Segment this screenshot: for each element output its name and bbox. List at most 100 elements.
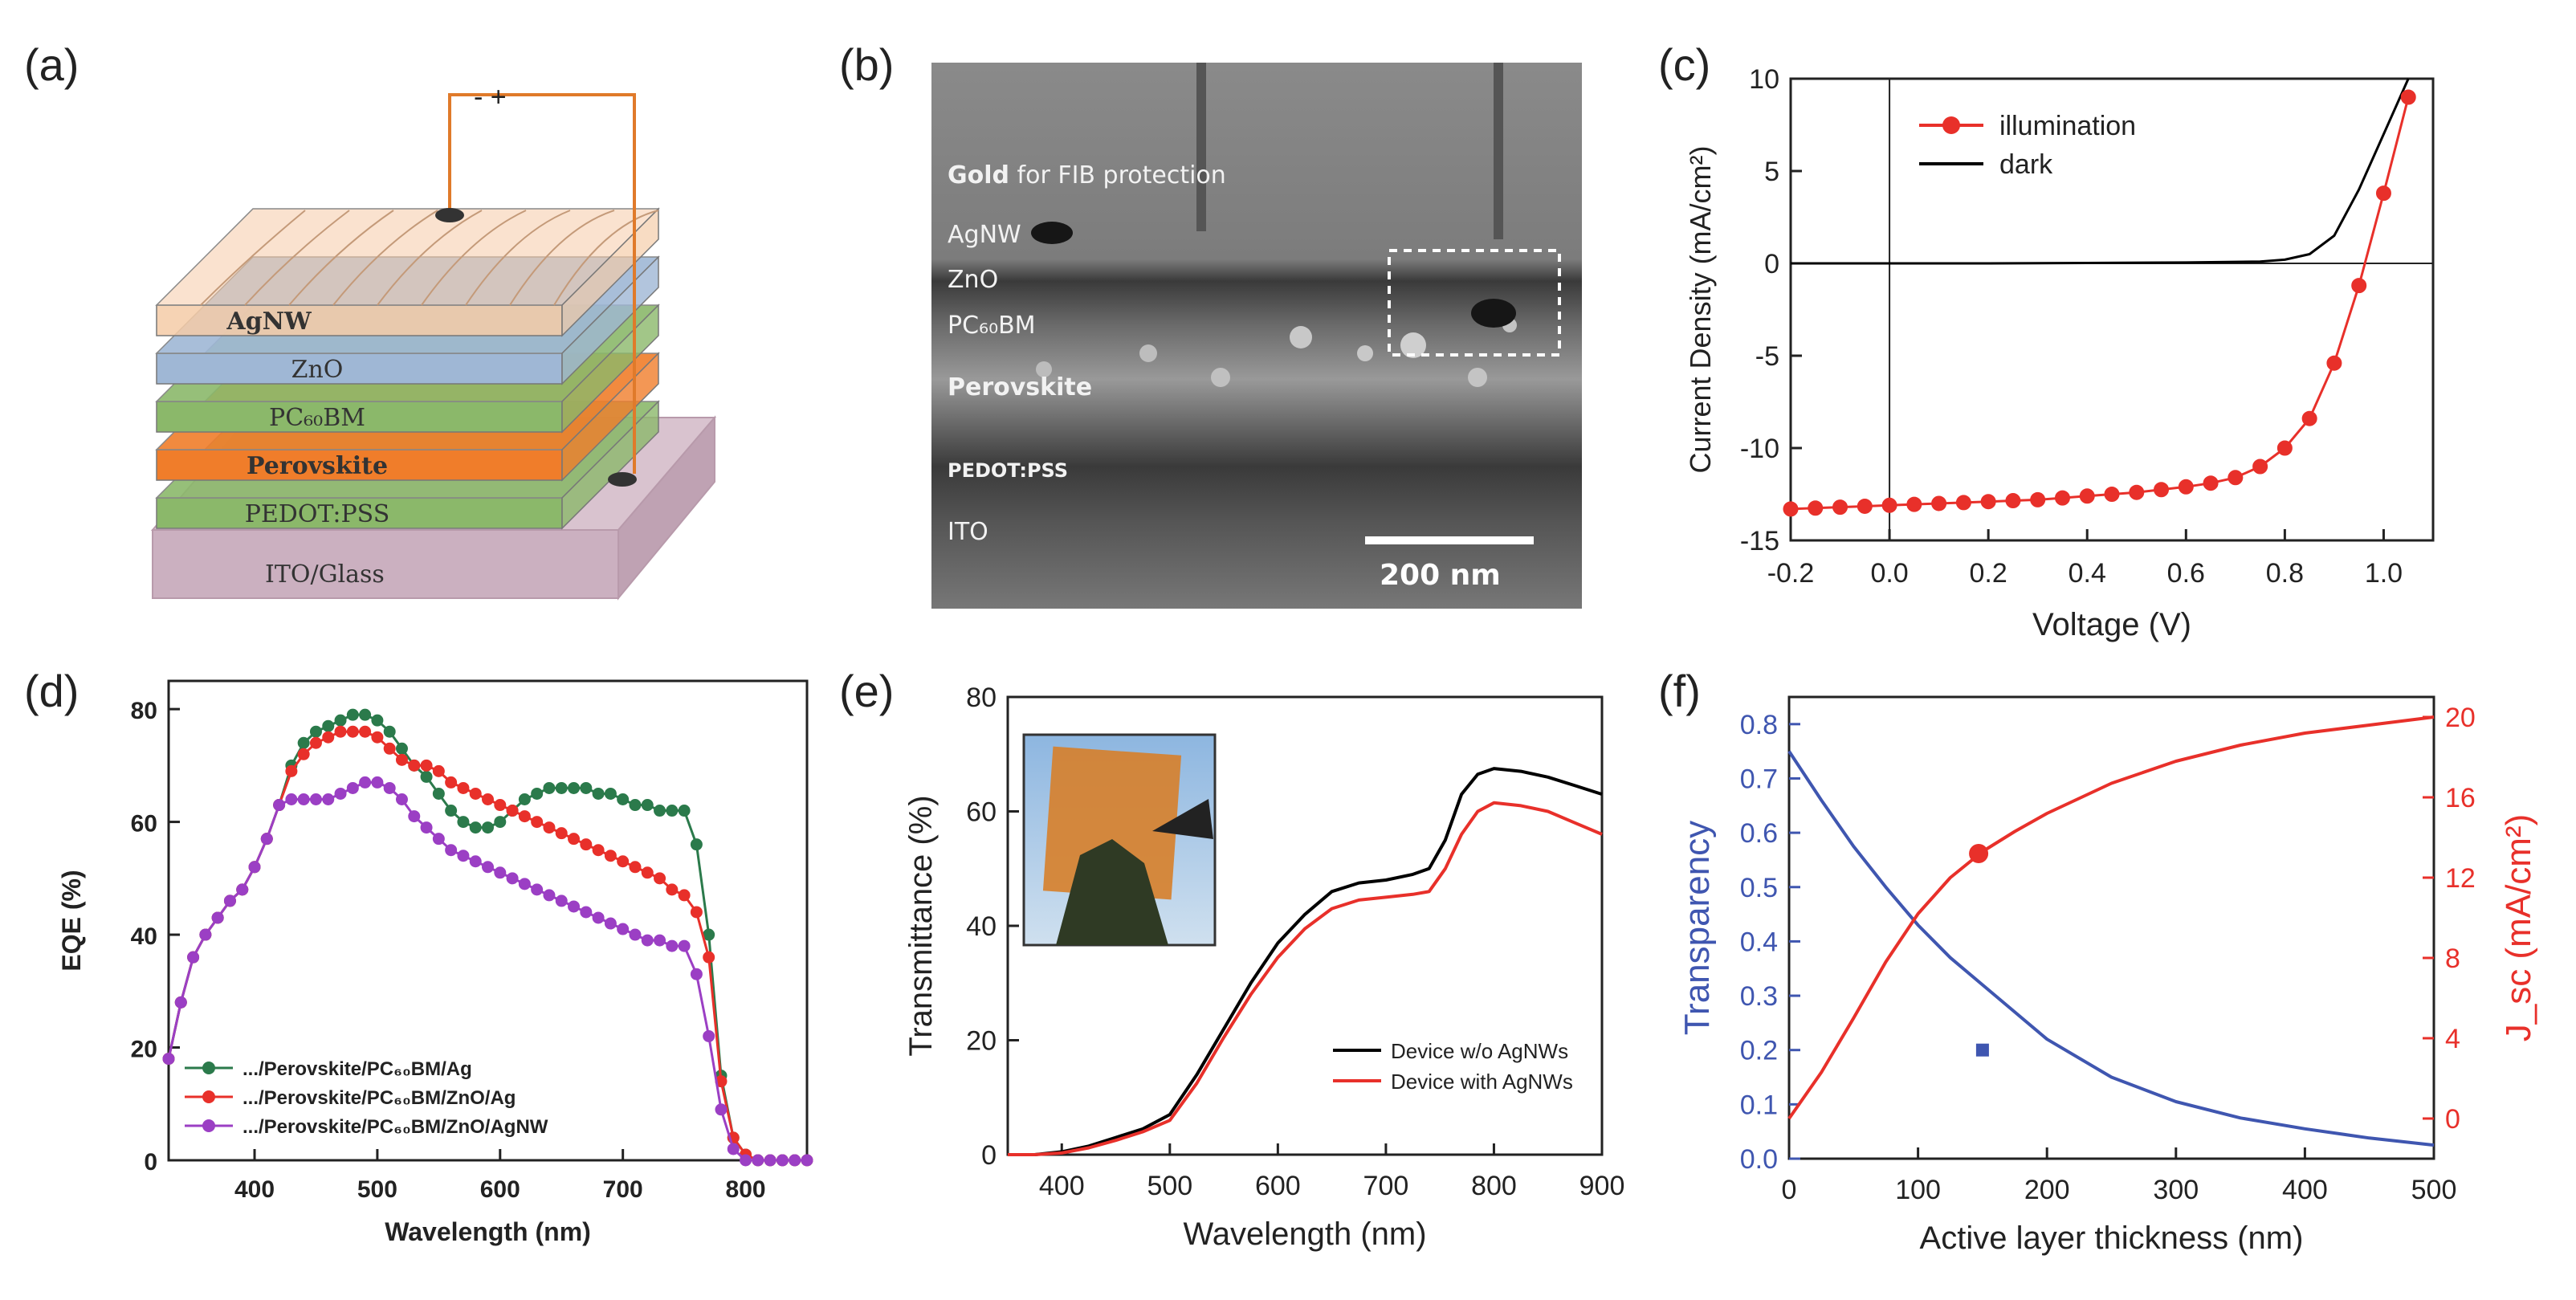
illumination-point: [1931, 495, 1947, 511]
series-point-0: [543, 781, 556, 794]
series-point-2: [555, 895, 568, 907]
series-point-2: [543, 889, 556, 902]
x-tick-label: 700: [603, 1176, 643, 1203]
illumination-point: [1832, 499, 1848, 516]
y-tick-label: 20: [2445, 703, 2476, 733]
illumination-point: [2326, 355, 2342, 371]
inset-holder: [1152, 799, 1213, 839]
illumination-point: [2178, 479, 2194, 495]
illumination-point: [1783, 501, 1799, 517]
series-point-2: [764, 1154, 776, 1167]
y-tick-label: 60: [966, 797, 997, 828]
series-point-2: [715, 1103, 728, 1116]
y-tick-label: 0.1: [1740, 1090, 1778, 1120]
bottom-contact: [608, 472, 637, 487]
nanowire: [200, 210, 306, 306]
series-point-2: [395, 793, 408, 805]
sem-layer-label: Gold for FIB protection: [948, 161, 1226, 189]
illumination-point: [2104, 487, 2120, 502]
series-dark: [1791, 78, 2410, 265]
series-illumination: [1790, 96, 2410, 511]
series-point-0: [568, 781, 581, 794]
series-point-1: [408, 759, 421, 772]
sem-word: for FIB protection: [1009, 161, 1226, 189]
panel-e: (e) 400 500 600 700 800 900 0 20 40 60 80 Wavelengt…: [839, 666, 1624, 1252]
plot-frame: [167, 679, 809, 1162]
series-point-2: [482, 861, 494, 874]
series-point-1: [395, 753, 408, 766]
series-point-2: [727, 1143, 740, 1155]
series-point-1: [531, 816, 544, 829]
y-tick-label: 0.5: [1740, 873, 1778, 903]
series-point-0: [395, 742, 408, 755]
series-point-2: [469, 855, 482, 868]
series-point-0: [469, 821, 482, 834]
series-point-0: [629, 799, 642, 812]
layer-front: [156, 304, 563, 336]
series-point-2: [801, 1154, 813, 1167]
y-tick-label: 80: [131, 698, 157, 724]
series-point-1: [359, 725, 372, 738]
x-axis-label: Voltage (V): [2032, 607, 2191, 642]
legend-marker: [202, 1090, 215, 1103]
series-point-2: [346, 781, 359, 794]
x-tick-label: 600: [1255, 1171, 1301, 1201]
y-tick-label: 80: [966, 683, 997, 713]
y-tick-label: 0.7: [1740, 764, 1778, 794]
series-point-0: [641, 799, 654, 812]
x-tick-label: 800: [1471, 1171, 1517, 1201]
y-tick-label: 40: [966, 911, 997, 942]
series-line-1: [1787, 715, 2435, 1120]
x-tick-label: 0.2: [1970, 558, 2007, 589]
series-point-2: [592, 911, 605, 924]
series-point-0: [432, 787, 445, 800]
series-point-1: [309, 736, 322, 749]
x-axis-label: Wavelength (nm): [1183, 1216, 1426, 1252]
series-line-0: [1787, 750, 2435, 1147]
sem-layer-label: ZnO: [948, 266, 998, 294]
nanowire: [509, 210, 615, 306]
series-point-1: [334, 725, 347, 738]
series-point-1: [580, 838, 593, 851]
x-axis-label: Active layer thickness (nm): [1920, 1221, 2304, 1256]
series-point-1: [654, 872, 666, 885]
series-point-0: [518, 793, 531, 805]
illumination-point: [2228, 470, 2244, 486]
nanowire: [421, 210, 527, 306]
y-tick-label: 0.0: [1740, 1144, 1778, 1175]
series-point-1: [346, 725, 359, 738]
series-point-1: [285, 764, 298, 777]
series-point-1: [469, 787, 482, 800]
series-point-2: [690, 968, 703, 980]
layer-ito-glass-front: [152, 529, 619, 599]
transparency-jsc-chart: 0 100 200 300 400 5000.00.10.20.30.40.50.60.7…: [1677, 695, 2538, 1256]
series-point-1: [518, 810, 531, 823]
panel-d-label: (d): [24, 666, 79, 716]
series-point-0: [555, 781, 568, 794]
layer-label: PEDOT:PSS: [245, 500, 390, 528]
illumination-point: [2276, 440, 2293, 456]
illumination-point: [2400, 89, 2416, 105]
panel-f-label: (f): [1658, 666, 1701, 716]
y-tick-label: 0.8: [1740, 710, 1778, 740]
legend-label: Device with AgNWs: [1391, 1070, 1573, 1094]
series-point-2: [518, 878, 531, 890]
series-point-1: [543, 821, 556, 834]
series-point-2: [174, 996, 187, 1009]
illumination-point: [2351, 278, 2367, 294]
panel-e-label: (e): [839, 666, 894, 716]
series-point-0: [371, 714, 384, 727]
sem-image: [931, 63, 1582, 609]
series-point-2: [740, 1154, 752, 1167]
series-point-1: [420, 759, 433, 772]
series-point-1: [604, 850, 617, 862]
series-point-0: [604, 787, 617, 800]
series-point-0: [617, 793, 630, 805]
nanowire: [244, 210, 350, 306]
x-tick-label: 0: [1782, 1175, 1797, 1205]
series-point-0: [482, 821, 494, 834]
series-point-0: [420, 770, 433, 783]
series-point-1: [494, 799, 507, 812]
x-tick-label: 700: [1363, 1171, 1409, 1201]
series-point-0: [334, 714, 347, 727]
